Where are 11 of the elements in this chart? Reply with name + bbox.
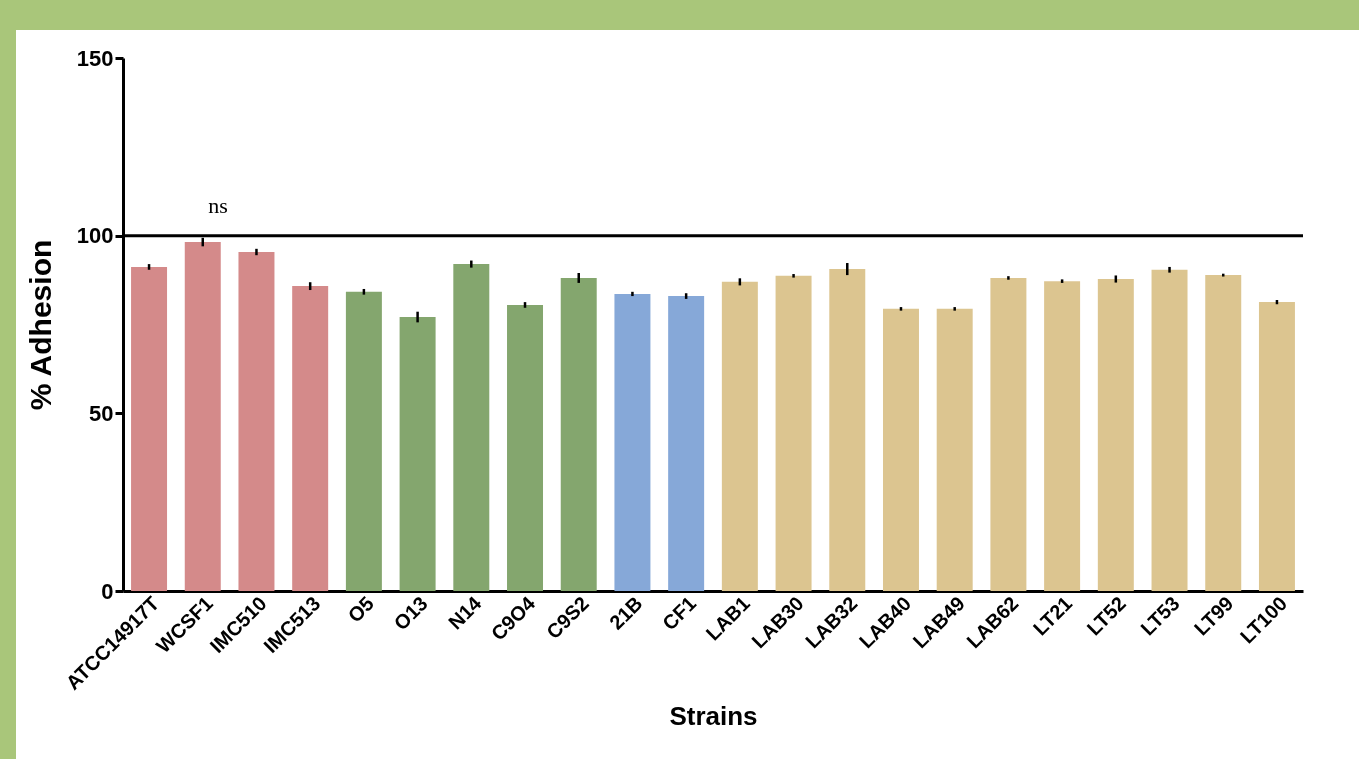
annotation: ns (208, 193, 228, 218)
y-tick-label: 150 (76, 45, 114, 71)
y-axis-title: % Adhesion (23, 239, 57, 411)
y-tick-label: 100 (76, 223, 114, 249)
x-tick-label: CF1 (658, 592, 701, 635)
x-tick-label: O5 (343, 592, 379, 627)
x-tick-label: 21B (605, 592, 647, 634)
x-tick-label: O13 (389, 592, 432, 635)
x-tick-label: N14 (443, 591, 487, 634)
x-axis-title: Strains (669, 700, 758, 731)
y-tick-label: 50 (89, 400, 114, 426)
